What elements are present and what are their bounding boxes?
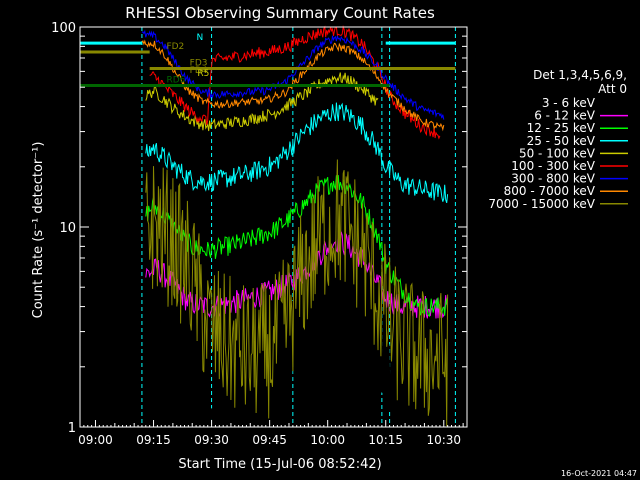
legend-label-1: 6 - 12 keV — [534, 109, 596, 123]
series-line-3 — [145, 102, 449, 204]
x-tick-label-6: 10:30 — [426, 433, 461, 447]
series-line-2 — [145, 175, 449, 318]
y-axis: 1 10 100 — [51, 21, 467, 436]
series-line-5 — [149, 25, 441, 140]
legend-label-7: 800 - 7000 keV — [504, 184, 596, 198]
legend-label-6: 300 - 800 keV — [511, 172, 595, 186]
x-axis-label: Start Time (15-Jul-06 08:52:42) — [178, 457, 381, 472]
y-tick-label-1: 10 — [59, 221, 76, 236]
x-tick-label-5: 10:15 — [368, 433, 403, 447]
series-line-6 — [141, 29, 445, 120]
x-tick-label-2: 09:30 — [194, 433, 229, 447]
legend-label-5: 100 - 300 keV — [511, 159, 595, 173]
legend-label-8: 7000 - 15000 keV — [488, 197, 595, 211]
y-tick-label-2: 100 — [51, 21, 76, 36]
annotation-label-0: N — [196, 33, 203, 43]
legend-header-0: Det 1,3,4,5,6,9, — [533, 68, 627, 82]
series-line-7 — [141, 39, 445, 132]
series-line-4 — [145, 72, 379, 132]
series-layer — [141, 25, 449, 428]
legend-label-4: 50 - 100 keV — [519, 146, 596, 160]
footer-date: 16-Oct-2021 04:47 — [561, 469, 637, 478]
chart-title: RHESSI Observing Summary Count Rates — [125, 4, 435, 22]
annotation-label-3: FD4 — [190, 66, 208, 76]
legend-label-3: 25 - 50 keV — [527, 134, 596, 148]
y-axis-label: Count Rate (s⁻¹ detector⁻¹) — [31, 142, 46, 319]
y-tick-label-0: 1 — [68, 421, 76, 436]
annotation-label-2: FD3 — [190, 59, 208, 69]
x-axis: 09:00 09:15 09:30 09:45 10:00 10:15 10:30 — [78, 420, 468, 447]
series-line-shadow-0 — [210, 234, 403, 428]
annotation-label-5: R5 — [197, 69, 209, 79]
series-line-8 — [145, 159, 449, 427]
x-tick-label-1: 09:15 — [136, 433, 171, 447]
x-tick-label-3: 09:45 — [252, 433, 287, 447]
annotation-label-1: FD2 — [166, 42, 184, 52]
legend-label-0: 3 - 6 keV — [542, 96, 596, 110]
x-tick-label-4: 10:00 — [310, 433, 345, 447]
x-tick-label-0: 09:00 — [78, 433, 113, 447]
legend-label-2: 12 - 25 keV — [527, 121, 596, 135]
legend-header-1: Att 0 — [598, 82, 627, 96]
annotation-label-4: RD6 — [166, 75, 185, 85]
